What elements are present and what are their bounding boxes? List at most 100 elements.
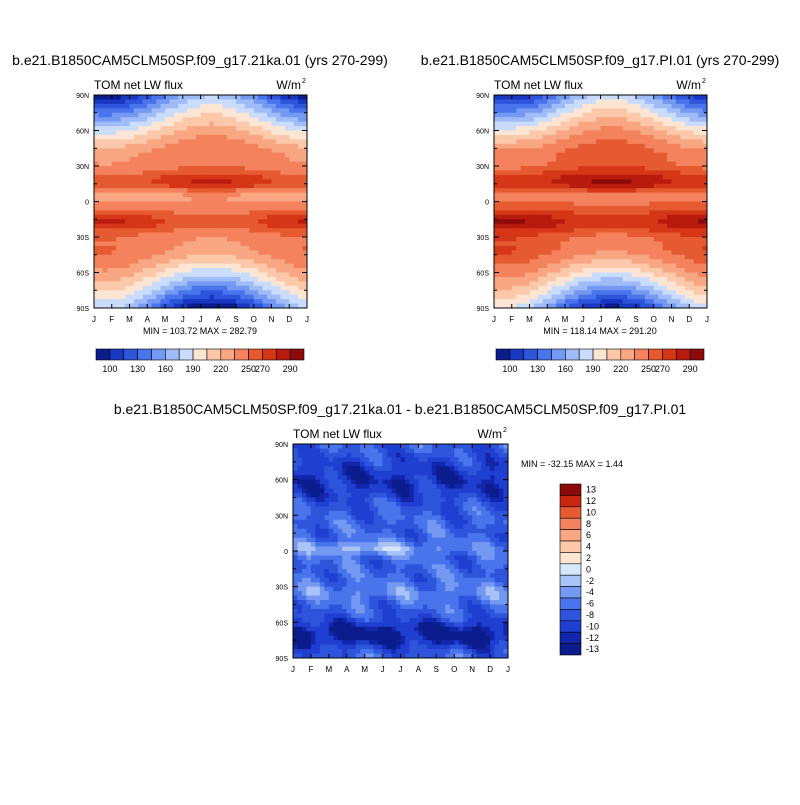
contour-cell (218, 179, 223, 184)
contour-cell (516, 157, 521, 162)
contour-cell (685, 157, 690, 162)
contour-cell (294, 113, 299, 118)
contour-cell (561, 255, 566, 260)
contour-cell (201, 131, 206, 136)
contour-cell (196, 117, 201, 122)
contour-cell (187, 157, 192, 162)
contour-cell (587, 188, 592, 193)
contour-cell (289, 184, 294, 189)
contour-cell (561, 104, 566, 109)
contour-cell (583, 224, 588, 229)
panel-title: b.e21.B1850CAM5CLM50SP.f09_g17.PI.01 (yr… (421, 52, 780, 68)
contour-cell (680, 95, 685, 100)
contour-cell (103, 153, 108, 158)
contour-cell (507, 144, 512, 149)
contour-cell (605, 233, 610, 238)
contour-cell (623, 184, 628, 189)
contour-cell (680, 286, 685, 291)
contour-cell (289, 233, 294, 238)
contour-cell (103, 175, 108, 180)
contour-cell (297, 596, 302, 601)
contour-cell (147, 184, 152, 189)
contour-cell (249, 153, 254, 158)
contour-cell (516, 237, 521, 242)
contour-cell (125, 188, 130, 193)
contour-cell (525, 228, 530, 233)
contour-cell (209, 219, 214, 224)
contour-cell (632, 170, 637, 175)
contour-cell (254, 104, 259, 109)
contour-cell (187, 148, 192, 153)
contour-cell (245, 153, 250, 158)
contour-cell (667, 286, 672, 291)
contour-cell (183, 99, 188, 104)
contour-cell (232, 268, 237, 273)
contour-cell (134, 224, 139, 229)
contour-cell (578, 202, 583, 207)
contour-cell (112, 228, 117, 233)
contour-cell (565, 99, 570, 104)
contour-cell (627, 193, 632, 198)
contour-cell (116, 224, 121, 229)
contour-cell (658, 99, 663, 104)
contour-cell (645, 162, 650, 167)
contour-cell (214, 113, 219, 118)
contour-cell (676, 281, 681, 286)
contour-cell (209, 277, 214, 282)
contour-cell (192, 264, 197, 269)
contour-cell (245, 259, 250, 264)
contour-cell (183, 162, 188, 167)
contour-cell (538, 237, 543, 242)
contour-cell (152, 175, 157, 180)
contour-cell (169, 228, 174, 233)
colorbar-swatch (290, 349, 304, 360)
contour-cell (306, 498, 311, 503)
contour-cell (663, 153, 668, 158)
contour-cell (503, 202, 508, 207)
contour-cell (258, 170, 263, 175)
contour-cell (125, 202, 130, 207)
contour-cell (694, 202, 699, 207)
contour-cell (640, 104, 645, 109)
contour-cell (543, 139, 548, 144)
contour-cell (636, 290, 641, 295)
contour-cell (187, 237, 192, 242)
contour-cell (561, 122, 566, 127)
contour-cell (658, 122, 663, 127)
contour-cell (263, 113, 268, 118)
contour-cell (649, 135, 654, 140)
contour-cell (543, 210, 548, 215)
contour-cell (618, 286, 623, 291)
contour-cell (297, 622, 302, 627)
contour-cell (601, 286, 606, 291)
contour-cell (685, 108, 690, 113)
contour-cell (285, 175, 290, 180)
contour-cell (223, 237, 228, 242)
contour-cell (574, 139, 579, 144)
contour-cell (636, 237, 641, 242)
contour-cell (507, 206, 512, 211)
contour-cell (587, 281, 592, 286)
contour-cell (618, 273, 623, 278)
contour-cell (107, 259, 112, 264)
contour-cell (272, 184, 277, 189)
contour-cell (694, 135, 699, 140)
contour-cell (680, 233, 685, 238)
contour-cell (249, 193, 254, 198)
contour-cell (618, 295, 623, 300)
contour-cell (183, 148, 188, 153)
contour-cell (543, 108, 548, 113)
contour-cell (530, 170, 535, 175)
contour-cell (165, 202, 170, 207)
contour-cell (569, 246, 574, 251)
y-tick-label: 60S (477, 271, 490, 278)
contour-cell (161, 237, 166, 242)
contour-cell (552, 126, 557, 131)
contour-cell (297, 471, 302, 476)
contour-cell (649, 286, 654, 291)
contour-cell (218, 299, 223, 304)
contour-cell (587, 197, 592, 202)
contour-cell (232, 188, 237, 193)
contour-cell (232, 250, 237, 255)
contour-cell (561, 166, 566, 171)
